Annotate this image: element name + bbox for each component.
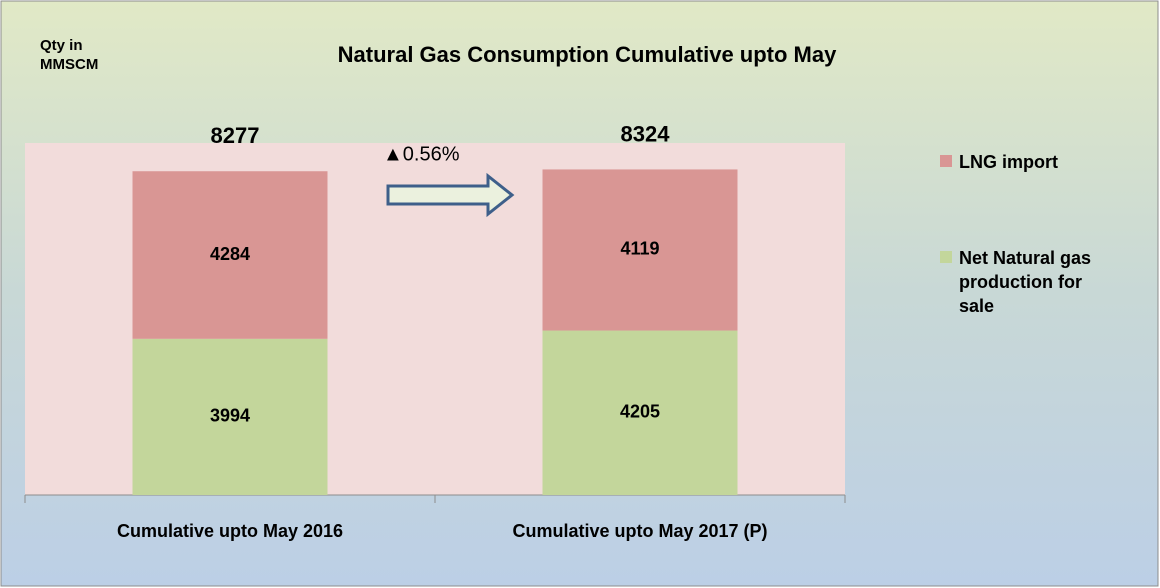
bar-segment (542, 330, 738, 495)
data-label: 3994 (210, 406, 250, 426)
bar-segment (132, 338, 328, 495)
legend-label: Net Natural gas production for sale (959, 248, 1092, 316)
annotation: ▲0.56% (383, 143, 460, 165)
chart-title: Natural Gas Consumption Cumulative upto … (338, 42, 837, 67)
legend-swatch (940, 251, 952, 263)
y-axis-label: Qty in MMSCM (40, 37, 99, 73)
legend-swatch (940, 155, 952, 167)
x-tick-label: Cumulative upto May 2017 (P) (512, 521, 767, 541)
arrow (386, 172, 515, 218)
data-label: 4284 (210, 244, 250, 264)
data-label: 4205 (620, 402, 660, 422)
legend-label: LNG import (959, 152, 1058, 172)
total-label: 8324 (621, 121, 671, 146)
bar-segment (132, 171, 328, 339)
x-tick-label: Cumulative upto May 2016 (117, 521, 343, 541)
bar-segment (542, 169, 738, 331)
data-label: 4119 (620, 239, 659, 259)
total-label: 8277 (211, 123, 260, 148)
